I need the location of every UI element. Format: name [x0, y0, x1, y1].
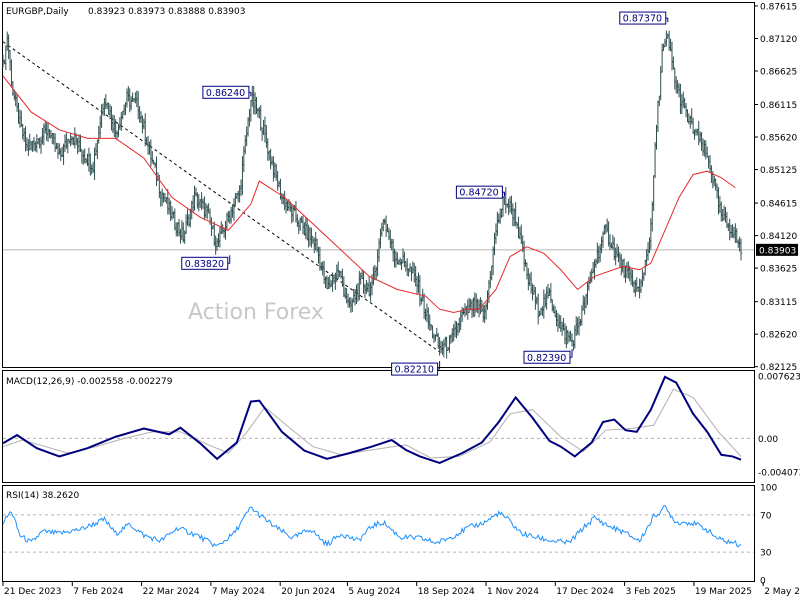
date-tick-label: 18 Sep 2024 [418, 587, 475, 597]
date-tick-label: 3 Feb 2025 [626, 587, 676, 597]
date-tick-label: 19 Mar 2025 [695, 587, 752, 597]
price-annotation: 0.86240 [202, 85, 252, 99]
macd-panel [2, 370, 755, 483]
price-bars [1, 30, 743, 359]
macd-tick-label: -0.004073 [758, 468, 800, 478]
annotation-label: 0.86240 [206, 88, 245, 99]
price-annotation: 0.84720 [455, 185, 505, 199]
header-ohlc: 0.83923 0.83973 0.83888 0.83903 [88, 7, 245, 17]
rsi-tick-label: 70 [760, 511, 772, 521]
rsi-title: RSI(14) 38.2620 [6, 491, 79, 501]
price-tick-label: 0.84615 [760, 200, 797, 210]
date-tick-label: 21 Dec 2023 [4, 587, 62, 597]
price-tick-label: 0.84120 [760, 232, 797, 242]
price-annotation: 0.82210 [391, 361, 441, 376]
date-tick-label: 7 May 2024 [212, 587, 265, 597]
annotation-label: 0.84720 [459, 188, 498, 199]
date-tick-label: 22 Mar 2024 [143, 587, 200, 597]
date-tick-label: 5 Aug 2024 [348, 587, 400, 597]
trendline [2, 41, 440, 353]
date-tick-label: 2 May 2025 [764, 587, 800, 597]
macd-main-line [2, 375, 742, 465]
date-tick-label: 20 Jun 2024 [281, 587, 335, 597]
current-price-badge: 0.83903 [756, 243, 798, 256]
date-tick-label: 17 Dec 2024 [556, 587, 614, 597]
price-tick-label: 0.82125 [760, 363, 797, 373]
rsi-tick-label: 0 [760, 577, 766, 587]
rsi-tick-label: 30 [760, 549, 772, 559]
moving-average-line [2, 75, 736, 313]
price-tick-label: 0.87615 [760, 2, 797, 12]
macd-tick-label: 0.007623 [758, 372, 800, 382]
price-tick-label: 0.86115 [760, 101, 797, 111]
price-tick-label: 0.85125 [760, 166, 797, 176]
price-annotation: 0.87370 [619, 11, 669, 25]
price-annotation: 0.82390 [523, 349, 573, 364]
price-annotation: 0.83820 [181, 255, 231, 270]
price-panel [2, 2, 755, 368]
price-tick-label: 0.83115 [760, 298, 797, 308]
rsi-line [2, 504, 742, 548]
current-price-label: 0.83903 [759, 246, 796, 256]
macd-signal-line [2, 388, 742, 459]
annotation-label: 0.82390 [527, 353, 566, 364]
date-tick-label: 7 Feb 2024 [73, 587, 124, 597]
rsi-panel [2, 485, 755, 582]
macd-tick-label: 0.00 [758, 435, 778, 445]
annotation-label: 0.87370 [623, 14, 662, 25]
macd-title: MACD(12,26,9) -0.002558 -0.002279 [6, 377, 173, 387]
annotation-label: 0.82210 [395, 365, 434, 376]
date-tick-label: 1 Nov 2024 [487, 587, 539, 597]
header-symbol: EURGBP,Daily [6, 7, 69, 17]
price-tick-label: 0.83625 [760, 265, 797, 275]
price-tick-label: 0.87120 [760, 35, 797, 45]
watermark: Action Forex [188, 300, 324, 325]
price-tick-label: 0.85620 [760, 134, 797, 144]
price-tick-label: 0.86625 [760, 68, 797, 78]
rsi-tick-label: 100 [760, 484, 777, 494]
price-bar [739, 238, 743, 261]
price-tick-label: 0.82620 [760, 331, 797, 341]
annotation-label: 0.83820 [185, 259, 224, 270]
